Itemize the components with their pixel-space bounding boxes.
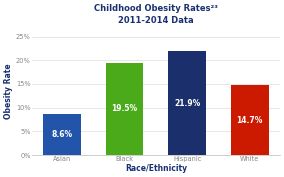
Bar [231, 85, 269, 155]
X-axis label: Race/Ethnicity: Race/Ethnicity [125, 164, 187, 173]
Text: 14.7%: 14.7% [237, 116, 263, 125]
Text: 21.9%: 21.9% [174, 99, 201, 108]
Bar [43, 114, 81, 155]
Text: 8.6%: 8.6% [52, 130, 73, 139]
Y-axis label: Obesity Rate: Obesity Rate [4, 63, 13, 119]
Bar [168, 51, 206, 155]
Title: Childhood Obesity Rates²³
2011-2014 Data: Childhood Obesity Rates²³ 2011-2014 Data [94, 4, 218, 25]
Text: 19.5%: 19.5% [112, 104, 138, 113]
Bar [106, 63, 143, 155]
